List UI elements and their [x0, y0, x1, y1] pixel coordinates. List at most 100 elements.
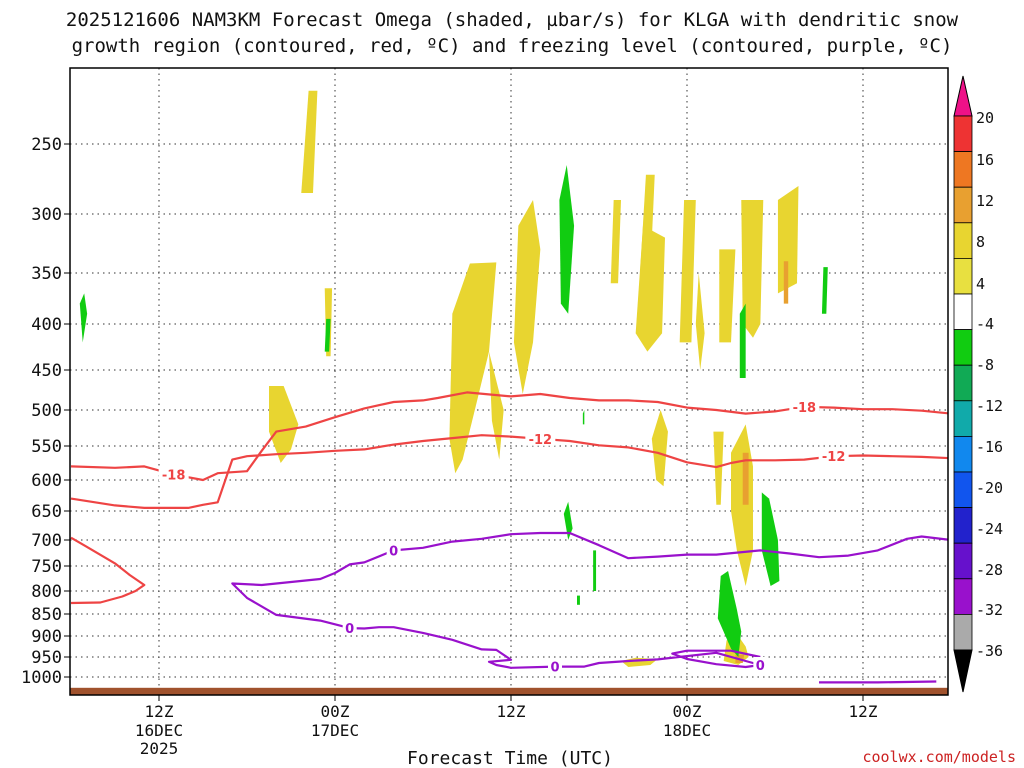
colorbar-label-6: -8: [976, 356, 994, 374]
negative-omega-region-4: [577, 595, 580, 605]
freezing-level-label-2: 0: [550, 661, 559, 676]
positive-omega-region-14: [651, 410, 668, 487]
chart-title-line2: growth region (contoured, red, ºC) and f…: [72, 35, 953, 57]
positive-omega-region-10: [695, 273, 705, 370]
positive-omega-region-4: [489, 351, 504, 460]
positive-omega-region-15: [713, 431, 724, 505]
x-tick-label-6: 12Z: [145, 702, 174, 721]
negative-omega-region-8: [761, 492, 780, 586]
dgz-lower-label-bg-0: [525, 430, 556, 446]
x-tick-label-30: 12Z: [497, 702, 526, 721]
negative-omega-region-9: [717, 571, 742, 657]
y-tick-label-450: 450: [31, 361, 62, 381]
colorbar-bottom-arrow: [953, 649, 973, 693]
y-tick-label-300: 300: [31, 205, 62, 225]
colorbar-top-arrow: [953, 75, 973, 117]
dgz-upper-label-bg-0: [158, 466, 189, 482]
colorbar-swatch-4: [953, 222, 973, 259]
colorbar-label-5: -4: [976, 315, 994, 333]
positive-omega-region-1: [301, 90, 318, 193]
negative-omega-region-7: [739, 303, 746, 378]
colorbar-label-2: 12: [976, 192, 994, 210]
colorbar-label-0: 20: [976, 109, 994, 127]
plot-area: -18 -18 -12 -12 0 0 0 0: [70, 68, 948, 695]
freezing-level-label-bg-1: [342, 620, 357, 636]
x-tick-sublabel-6: 16DEC: [135, 721, 183, 740]
dgz-lower-contour: [70, 434, 948, 509]
colorbar-swatch-15: [953, 614, 973, 651]
x-tick-label-18: 00Z: [321, 702, 350, 721]
y-axis: 2503003504004505005506006507007508008509…: [21, 135, 70, 688]
colorbar-swatch-6: [953, 293, 973, 330]
negative-omega-region-5: [593, 550, 597, 591]
freezing-level-label-0: 0: [389, 544, 398, 559]
dgz-peak-region-1: [742, 452, 749, 505]
positive-omega-region-9: [679, 200, 696, 343]
freezing-level-contour: [231, 531, 948, 669]
colorbar-swatch-13: [953, 542, 973, 580]
x-tick-year-6: 2025: [140, 739, 179, 758]
negative-omega-region-1: [324, 318, 331, 352]
positive-omega-region-13: [777, 186, 799, 294]
watermark: coolwx.com/models: [862, 748, 1016, 766]
positive-omega-region-5: [513, 200, 541, 394]
plot-clip-group: -18 -18 -12 -12 0 0 0 0: [70, 68, 948, 695]
x-tick-sublabel-42: 18DEC: [663, 721, 711, 740]
y-tick-label-600: 600: [31, 471, 62, 491]
y-tick-label-500: 500: [31, 401, 62, 421]
dgz-upper-label-bg-1: [789, 398, 820, 414]
colorbar-swatch-11: [953, 471, 973, 508]
colorbar-label-8: -16: [976, 438, 1003, 456]
positive-omega-region-6: [610, 200, 621, 284]
freezing-level-label-bg-2: [548, 658, 562, 674]
colorbar-label-4: 4: [976, 275, 985, 293]
colorbar-swatch-5: [953, 257, 973, 295]
positive-omega-region-12: [741, 200, 764, 338]
ground-band: [70, 687, 948, 695]
colorbar-swatch-12: [953, 507, 973, 544]
y-tick-label-750: 750: [31, 557, 62, 577]
colorbar-label-1: 16: [976, 151, 994, 169]
dgz-lower-label-0: -12: [529, 433, 553, 448]
colorbar-swatch-7: [953, 329, 973, 366]
colorbar-label-11: -28: [976, 561, 1003, 579]
colorbar: 20 16 12 8 4 -4 -8 -12 -16 -20 -24 -28 -32 -36: [953, 75, 1003, 693]
colorbar-label-3: 8: [976, 233, 985, 251]
dgz-peak-region-0: [783, 261, 789, 304]
dgz-lower-label-1: -12: [822, 450, 846, 465]
freezing-level-label-bg-3: [753, 657, 768, 672]
dgz-upper-label-1: -18: [793, 401, 817, 416]
positive-omega-region-16: [731, 424, 753, 586]
y-tick-label-650: 650: [31, 502, 62, 522]
colorbar-swatch-3: [953, 186, 973, 224]
positive-omega-region-3: [449, 262, 497, 474]
colorbar-label-13: -36: [976, 642, 1003, 660]
freezing-level-sfc-contour: [819, 680, 937, 684]
y-tick-label-700: 700: [31, 531, 62, 551]
y-tick-label-1000: 1000: [21, 668, 62, 688]
negative-omega-region-2: [559, 165, 575, 314]
positive-omega-region-0: [269, 386, 299, 463]
negative-omega-region-0: [79, 293, 88, 343]
y-tick-label-350: 350: [31, 264, 62, 284]
y-tick-label-900: 900: [31, 627, 62, 647]
y-tick-label-400: 400: [31, 315, 62, 335]
colorbar-swatch-10: [953, 435, 973, 473]
plot-frame: [69, 67, 949, 696]
y-tick-label-550: 550: [31, 437, 62, 457]
freezing-level-label-1: 0: [345, 622, 354, 637]
dgz-upper-label-0: -18: [162, 469, 186, 484]
freezing-level-label-bg-0: [386, 542, 401, 558]
chart-title-line1: 2025121606 NAM3KM Forecast Omega (shaded…: [66, 9, 959, 31]
y-tick-label-850: 850: [31, 605, 62, 625]
colorbar-swatch-9: [953, 400, 973, 437]
colorbar-label-9: -20: [976, 479, 1003, 497]
x-axis-label: Forecast Time (UTC): [407, 748, 613, 768]
dgz-loop-contour: [70, 536, 146, 605]
x-tick-sublabel-18: 17DEC: [311, 721, 359, 740]
colorbar-label-7: -12: [976, 397, 1003, 415]
negative-omega-region-10: [821, 267, 828, 314]
y-tick-label-250: 250: [31, 135, 62, 155]
